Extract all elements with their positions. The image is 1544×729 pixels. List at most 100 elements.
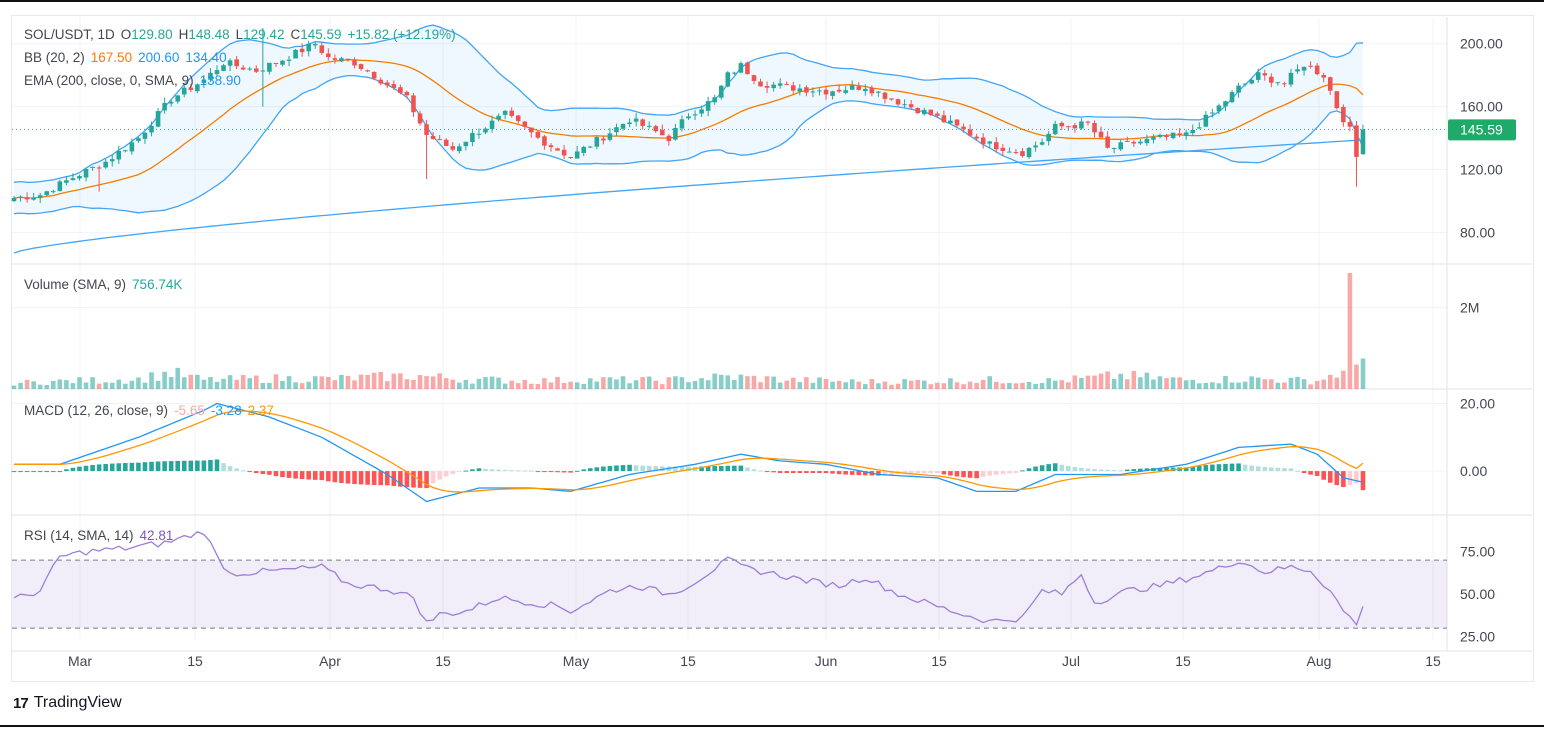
candle-body <box>993 142 999 150</box>
macd-hist-bar <box>915 471 920 474</box>
volume-bar <box>1013 383 1019 389</box>
candle-body <box>365 70 370 72</box>
time-tick-label: 15 <box>435 653 451 669</box>
volume-bar <box>1347 273 1353 389</box>
legend-ema-name: EMA (200, close, 0, SMA, 9) <box>24 73 194 88</box>
volume-bar <box>247 378 253 389</box>
candle-body <box>352 60 357 66</box>
tradingview-brand[interactable]: 17 TradingView <box>13 694 122 712</box>
macd-hist-bar <box>1183 467 1189 472</box>
candle-body <box>620 124 626 129</box>
macd-hist-bar <box>18 471 23 473</box>
candle-body <box>129 142 135 152</box>
macd-hist-bar <box>1301 471 1307 474</box>
volume-bar <box>1177 377 1182 389</box>
volume-bar <box>614 379 619 389</box>
macd-hist-bar <box>1242 464 1248 472</box>
legend-ema[interactable]: EMA (200, close, 0, SMA, 9) 138.90 <box>24 73 247 88</box>
candle-body <box>201 79 207 84</box>
tradingview-name: TradingView <box>33 694 122 711</box>
macd-hist-bar <box>378 471 384 486</box>
macd-hist-bar <box>1052 463 1058 472</box>
candle-body <box>1282 83 1287 85</box>
volume-bar <box>542 378 547 389</box>
volume-bar <box>398 373 403 389</box>
candle-body <box>1046 133 1051 142</box>
volume-bar <box>417 375 423 389</box>
legend-rsi[interactable]: RSI (14, SMA, 14) 42.81 <box>24 528 179 543</box>
candle-body <box>692 114 698 116</box>
macd-hist-bar <box>633 465 639 472</box>
candle-body <box>1236 85 1241 93</box>
volume-bar <box>738 374 744 389</box>
volume-bar <box>686 382 691 389</box>
volume-bar <box>804 377 809 389</box>
macd-hist-bar <box>790 471 796 473</box>
macd-hist-bar <box>902 471 907 474</box>
legend-volume[interactable]: Volume (SMA, 9) 756.74K <box>24 277 188 292</box>
volume-bar <box>57 379 63 389</box>
macd-hist-bar <box>627 464 632 472</box>
time-tick-label: 15 <box>680 653 696 669</box>
macd-hist-bar <box>247 471 253 473</box>
macd-hist-bar <box>673 466 678 472</box>
candle-body <box>83 168 89 178</box>
macd-hist-bar <box>581 469 587 472</box>
legend-volume-value: 756.74K <box>132 277 183 292</box>
macd-hist-bar <box>1164 467 1169 472</box>
macd-hist-bar <box>1236 463 1241 472</box>
volume-bar <box>1334 377 1340 389</box>
macd-hist-bar <box>1275 467 1281 472</box>
volume-bar <box>1046 378 1051 389</box>
volume-bar <box>358 374 364 389</box>
macd-hist-bar <box>175 460 181 472</box>
macd-hist-bar <box>70 467 76 472</box>
volume-bar <box>561 383 567 389</box>
candle-body <box>1295 69 1300 72</box>
candle-body <box>168 101 174 104</box>
macd-hist-bar <box>758 470 763 472</box>
candle-body <box>882 92 888 99</box>
legend-bb[interactable]: BB (20, 2) 167.50 200.60 134.40 <box>24 50 233 65</box>
candle-body <box>1072 125 1078 129</box>
candle-body <box>1164 135 1169 137</box>
rsi-tick-label: 50.00 <box>1460 586 1495 602</box>
volume-bar <box>961 384 966 389</box>
candle-body <box>188 87 194 90</box>
candle-body <box>1138 141 1143 144</box>
macd-hist-bar <box>496 469 501 472</box>
macd-hist-bar <box>1223 463 1228 472</box>
volume-bar <box>993 381 999 389</box>
candle-body <box>1020 151 1025 157</box>
candle-body <box>1301 66 1307 71</box>
volume-bar <box>620 376 626 389</box>
candle-body <box>1210 112 1215 114</box>
macd-hist-bar <box>987 471 993 476</box>
rsi-line <box>13 531 1364 627</box>
macd-hist-bar <box>162 461 167 472</box>
volume-bar <box>627 383 632 389</box>
volume-bar <box>1275 382 1281 389</box>
candle-body <box>496 115 501 120</box>
macd-hist-bar <box>1098 469 1104 472</box>
candle-body <box>1177 133 1182 135</box>
macd-hist-bar <box>77 466 82 472</box>
volume-bar <box>1105 371 1110 389</box>
candle-body <box>1255 72 1261 80</box>
bb-upper-line <box>13 24 1364 183</box>
macd-hist-bar <box>882 471 888 476</box>
macd-hist-bar <box>594 467 600 472</box>
candle-body <box>561 149 567 156</box>
volume-bar <box>1360 358 1366 389</box>
macd-hist-bar <box>181 460 187 472</box>
volume-bar <box>1288 377 1294 389</box>
legend-symbol[interactable]: SOL/USDT, 1D <box>24 27 115 42</box>
volume-bar <box>1282 382 1287 389</box>
legend-macd[interactable]: MACD (12, 26, close, 9) -5.65 -3.28 2.37 <box>24 403 280 418</box>
volume-bar <box>267 382 272 389</box>
macd-hist-bar <box>96 464 102 472</box>
volume-bar <box>784 380 790 389</box>
macd-hist-bar <box>326 471 331 482</box>
volume-bar <box>273 374 279 389</box>
